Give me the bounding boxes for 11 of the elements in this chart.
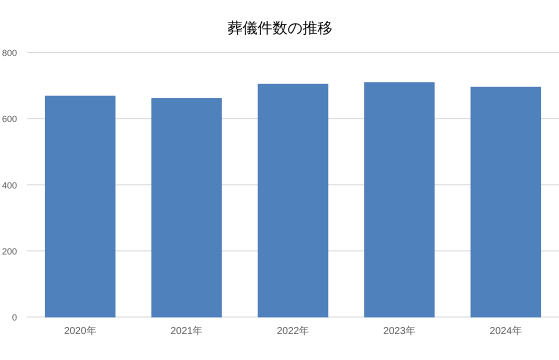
y-tick-label: 600 <box>2 114 17 124</box>
y-tick-label: 0 <box>12 312 17 322</box>
x-tick-label: 2024年 <box>490 325 522 337</box>
y-tick-label: 200 <box>2 246 17 256</box>
chart-title: 葬儀件数の推移 <box>228 20 332 37</box>
x-tick-label: 2023年 <box>383 325 416 337</box>
y-tick-label: 800 <box>2 48 17 58</box>
x-tick-label: 2020年 <box>64 325 96 337</box>
x-tick-label: 2021年 <box>170 325 203 337</box>
x-tick-label: 2022年 <box>276 325 310 337</box>
y-tick-label: 400 <box>2 180 17 190</box>
